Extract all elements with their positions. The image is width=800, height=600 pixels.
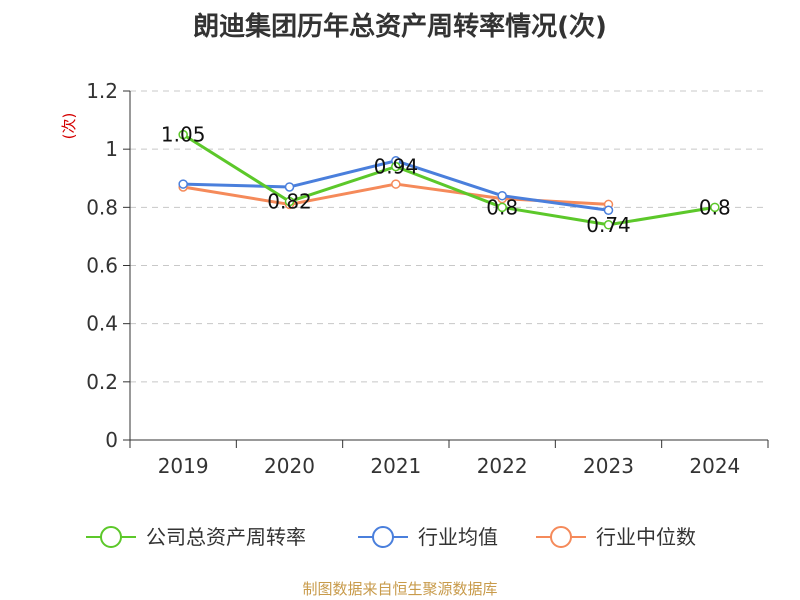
- data-label: 0.74: [586, 213, 631, 237]
- y-tick-label: 1.2: [86, 79, 118, 103]
- x-tick-label: 2022: [477, 454, 528, 478]
- x-tick-label: 2021: [370, 454, 421, 478]
- series-line: [182, 133, 716, 227]
- data-label: 0.82: [267, 190, 312, 214]
- y-axis-title: (次): [60, 113, 78, 140]
- data-labels: 1.05 0.82 0.94 0.8 0.74 0.8: [161, 123, 731, 237]
- source-note: 制图数据来自恒生聚源数据库: [302, 580, 498, 598]
- data-point: [497, 190, 507, 201]
- legend-marker: [372, 526, 394, 548]
- chart-title: 朗迪集团历年总资产周转率情况(次): [193, 12, 607, 42]
- data-label: 1.05: [161, 123, 206, 147]
- x-tick-label: 2019: [158, 454, 209, 478]
- data-point: [391, 161, 401, 172]
- data-point: [497, 202, 507, 213]
- y-tick-label: 0: [105, 428, 118, 452]
- legend-label: 公司总资产周转率: [146, 525, 306, 549]
- x-tick-label: 2020: [264, 454, 315, 478]
- x-tick-label: 2024: [689, 454, 740, 478]
- data-label: 0.8: [699, 195, 731, 219]
- y-tick-label: 1: [105, 137, 118, 161]
- data-point: [603, 205, 614, 215]
- legend-label: 行业均值: [418, 525, 498, 549]
- y-tick-label: 0.8: [86, 195, 118, 219]
- y-tick-label: 0.2: [86, 370, 118, 394]
- legend: 公司总资产周转率 行业均值 行业中位数: [86, 525, 696, 549]
- data-point: [391, 179, 401, 189]
- legend-marker: [550, 526, 572, 548]
- data-label: 0.94: [374, 155, 419, 179]
- data-point: [284, 196, 295, 207]
- series-layer: [178, 129, 720, 230]
- data-point: [710, 202, 720, 213]
- y-tick-label: 0.4: [86, 312, 118, 336]
- y-tick-label: 0.6: [86, 254, 118, 278]
- legend-label: 行业中位数: [596, 525, 696, 549]
- data-point: [603, 220, 614, 230]
- axes: 0 0.2 0.4 0.6 0.8 1 1.2 2019 2020 2021 2022 2023 202…: [86, 79, 769, 478]
- data-point: [178, 129, 188, 140]
- data-label: 0.8: [486, 195, 518, 219]
- data-point: [284, 182, 295, 192]
- legend-marker: [100, 526, 122, 548]
- data-point: [178, 179, 188, 189]
- x-tick-label: 2023: [583, 454, 634, 478]
- grid-lines: [130, 90, 768, 383]
